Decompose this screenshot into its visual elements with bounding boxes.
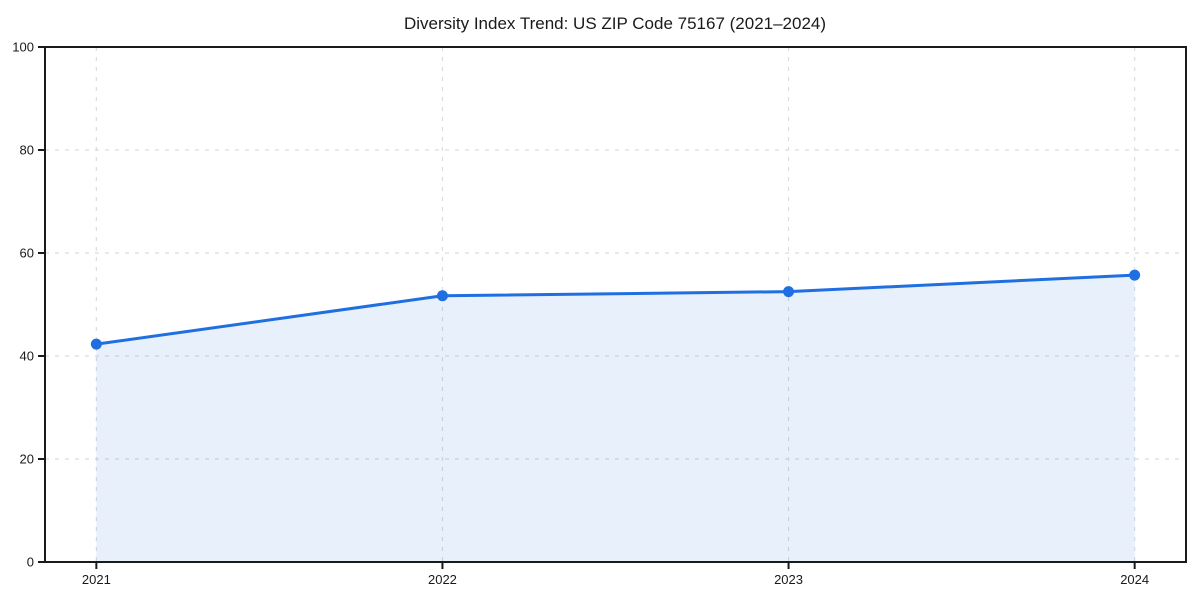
y-tick-label: 0 [27,555,34,570]
plot-border [44,46,1187,563]
chart-title: Diversity Index Trend: US ZIP Code 75167… [404,14,826,33]
area-group [96,275,1135,562]
labels-group: 0 20 40 60 80 100 2021 2022 2023 2024 [12,40,1149,587]
trend-line [94,273,1137,346]
y-tick-label: 60 [20,246,34,261]
data-point [90,338,102,350]
y-tick-label: 80 [20,143,34,158]
x-tick-label: 2022 [428,572,457,587]
x-tick-label: 2021 [82,572,111,587]
x-tick-label: 2024 [1120,572,1149,587]
y-tick-label: 20 [20,452,34,467]
data-point [436,290,448,302]
axes-group [38,46,1187,569]
area-fill [96,275,1135,562]
line-group [90,269,1141,350]
x-tick-label: 2023 [774,572,803,587]
data-point [1129,269,1141,281]
data-point [783,286,795,298]
y-tick-label: 40 [20,349,34,364]
y-tick-label: 100 [12,40,34,55]
